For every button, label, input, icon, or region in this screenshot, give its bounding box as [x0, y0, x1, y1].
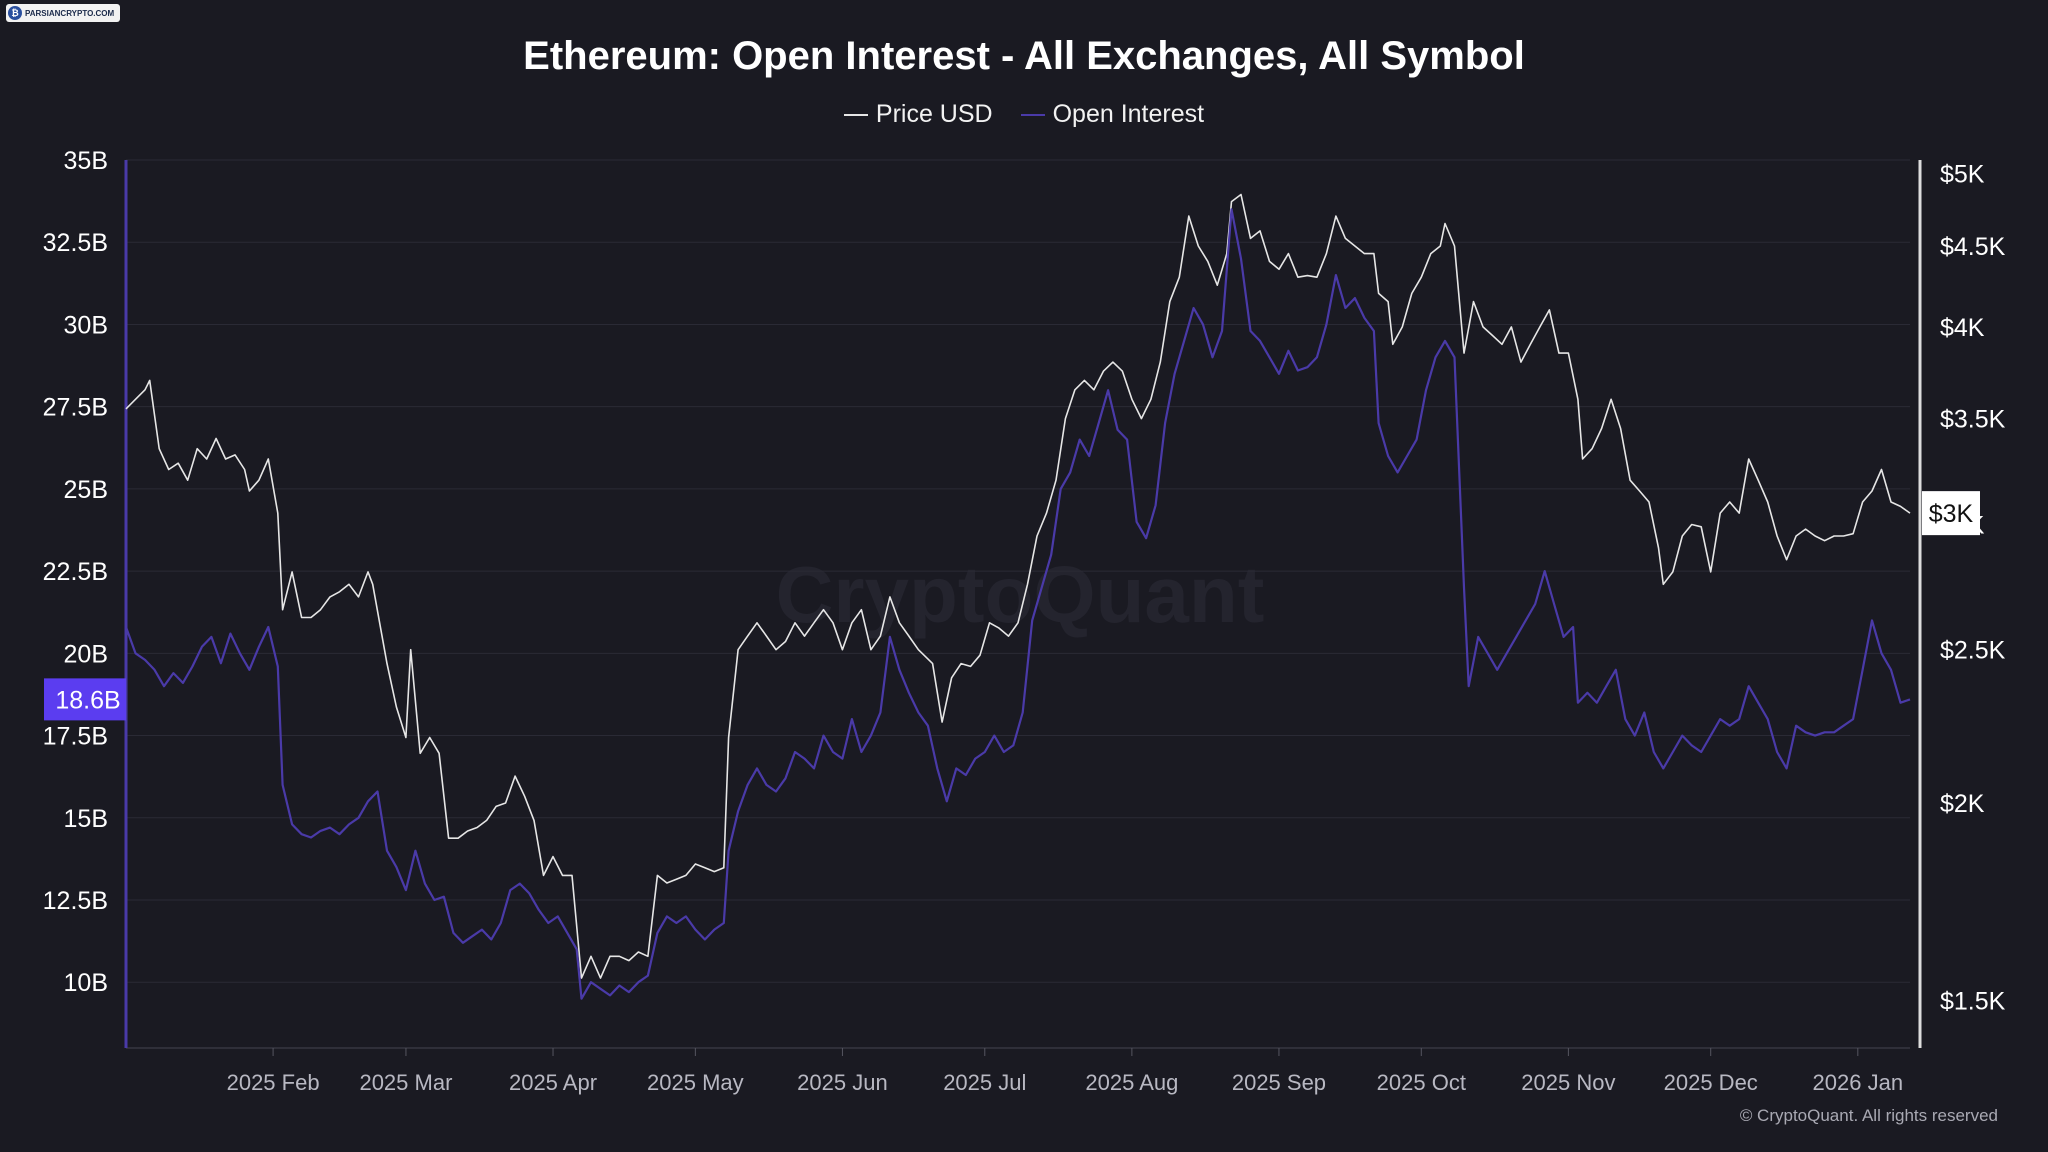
y-left-tick-label: 15B — [64, 805, 108, 833]
y-left-tick-label: 27.5B — [43, 394, 108, 422]
y-left-tick-label: 17.5B — [43, 723, 108, 751]
y-right-tick-label: $1.5K — [1940, 988, 2006, 1016]
x-tick-label: 2025 Oct — [1377, 1070, 1466, 1095]
y-left-tick-label: 10B — [64, 969, 108, 997]
open-interest-line — [124, 208, 1911, 1000]
y-right-tick-label: $2K — [1940, 790, 1985, 818]
y-left-tick-label: 25B — [64, 476, 108, 504]
chart-title: Ethereum: Open Interest - All Exchanges,… — [523, 34, 1525, 78]
x-tick-label: 2025 Dec — [1664, 1070, 1758, 1095]
x-tick-label: 2025 Apr — [509, 1070, 597, 1095]
y-left-tick-label: 12.5B — [43, 887, 108, 915]
x-tick-label: 2025 Nov — [1521, 1070, 1615, 1095]
x-tick-label: 2025 Feb — [227, 1070, 320, 1095]
price-current-badge — [1922, 491, 1980, 536]
open-interest-current-badge — [44, 678, 126, 721]
y-right-tick-label: $5K — [1940, 161, 1985, 189]
y-left-tick-label: 30B — [64, 311, 108, 339]
legend-label-price: Price USD — [875, 100, 993, 128]
watermark-text: CryptoQuant — [776, 550, 1265, 639]
x-tick-label: 2025 May — [647, 1070, 744, 1095]
x-tick-label: 2025 Aug — [1085, 1070, 1178, 1095]
x-tick-label: 2025 Sep — [1232, 1070, 1326, 1095]
y-left-tick-label: 20B — [64, 640, 108, 668]
open-interest-current-label: 18.6B — [55, 686, 120, 714]
price-line — [125, 193, 1911, 979]
y-left-tick-label: 32.5B — [43, 229, 108, 257]
y-left-tick-label: 35B — [64, 147, 108, 175]
legend-swatch-open-interest — [1020, 113, 1045, 116]
x-tick-label: 2025 Mar — [359, 1070, 452, 1095]
coin-icon: ₿ — [8, 6, 22, 20]
price-current-label: $3K — [1929, 500, 1974, 528]
logo-text: PARSIANCRYPTO.COM — [25, 8, 115, 18]
copyright-notice: © CryptoQuant. All rights reserved — [1739, 1106, 1998, 1125]
y-left-tick-label: 22.5B — [43, 558, 108, 586]
y-right-tick-label: $4K — [1940, 314, 1985, 342]
chart-legend: Price USD Open Interest — [0, 100, 2048, 129]
parsiancrypto-logo: ₿ PARSIANCRYPTO.COM — [6, 4, 121, 22]
legend-item-price[interactable]: Price USD — [843, 100, 993, 129]
legend-label-open-interest: Open Interest — [1052, 100, 1205, 128]
x-tick-label: 2026 Jan — [1813, 1070, 1904, 1095]
y-right-tick-label: $4.5K — [1940, 233, 2006, 261]
y-right-tick-label: $3.5K — [1940, 406, 2006, 434]
x-tick-label: 2025 Jul — [943, 1070, 1026, 1095]
y-right-tick-label: $2.5K — [1940, 637, 2006, 665]
legend-swatch-price — [843, 113, 868, 116]
legend-item-open-interest[interactable]: Open Interest — [1020, 100, 1205, 129]
x-tick-label: 2025 Jun — [797, 1070, 888, 1095]
